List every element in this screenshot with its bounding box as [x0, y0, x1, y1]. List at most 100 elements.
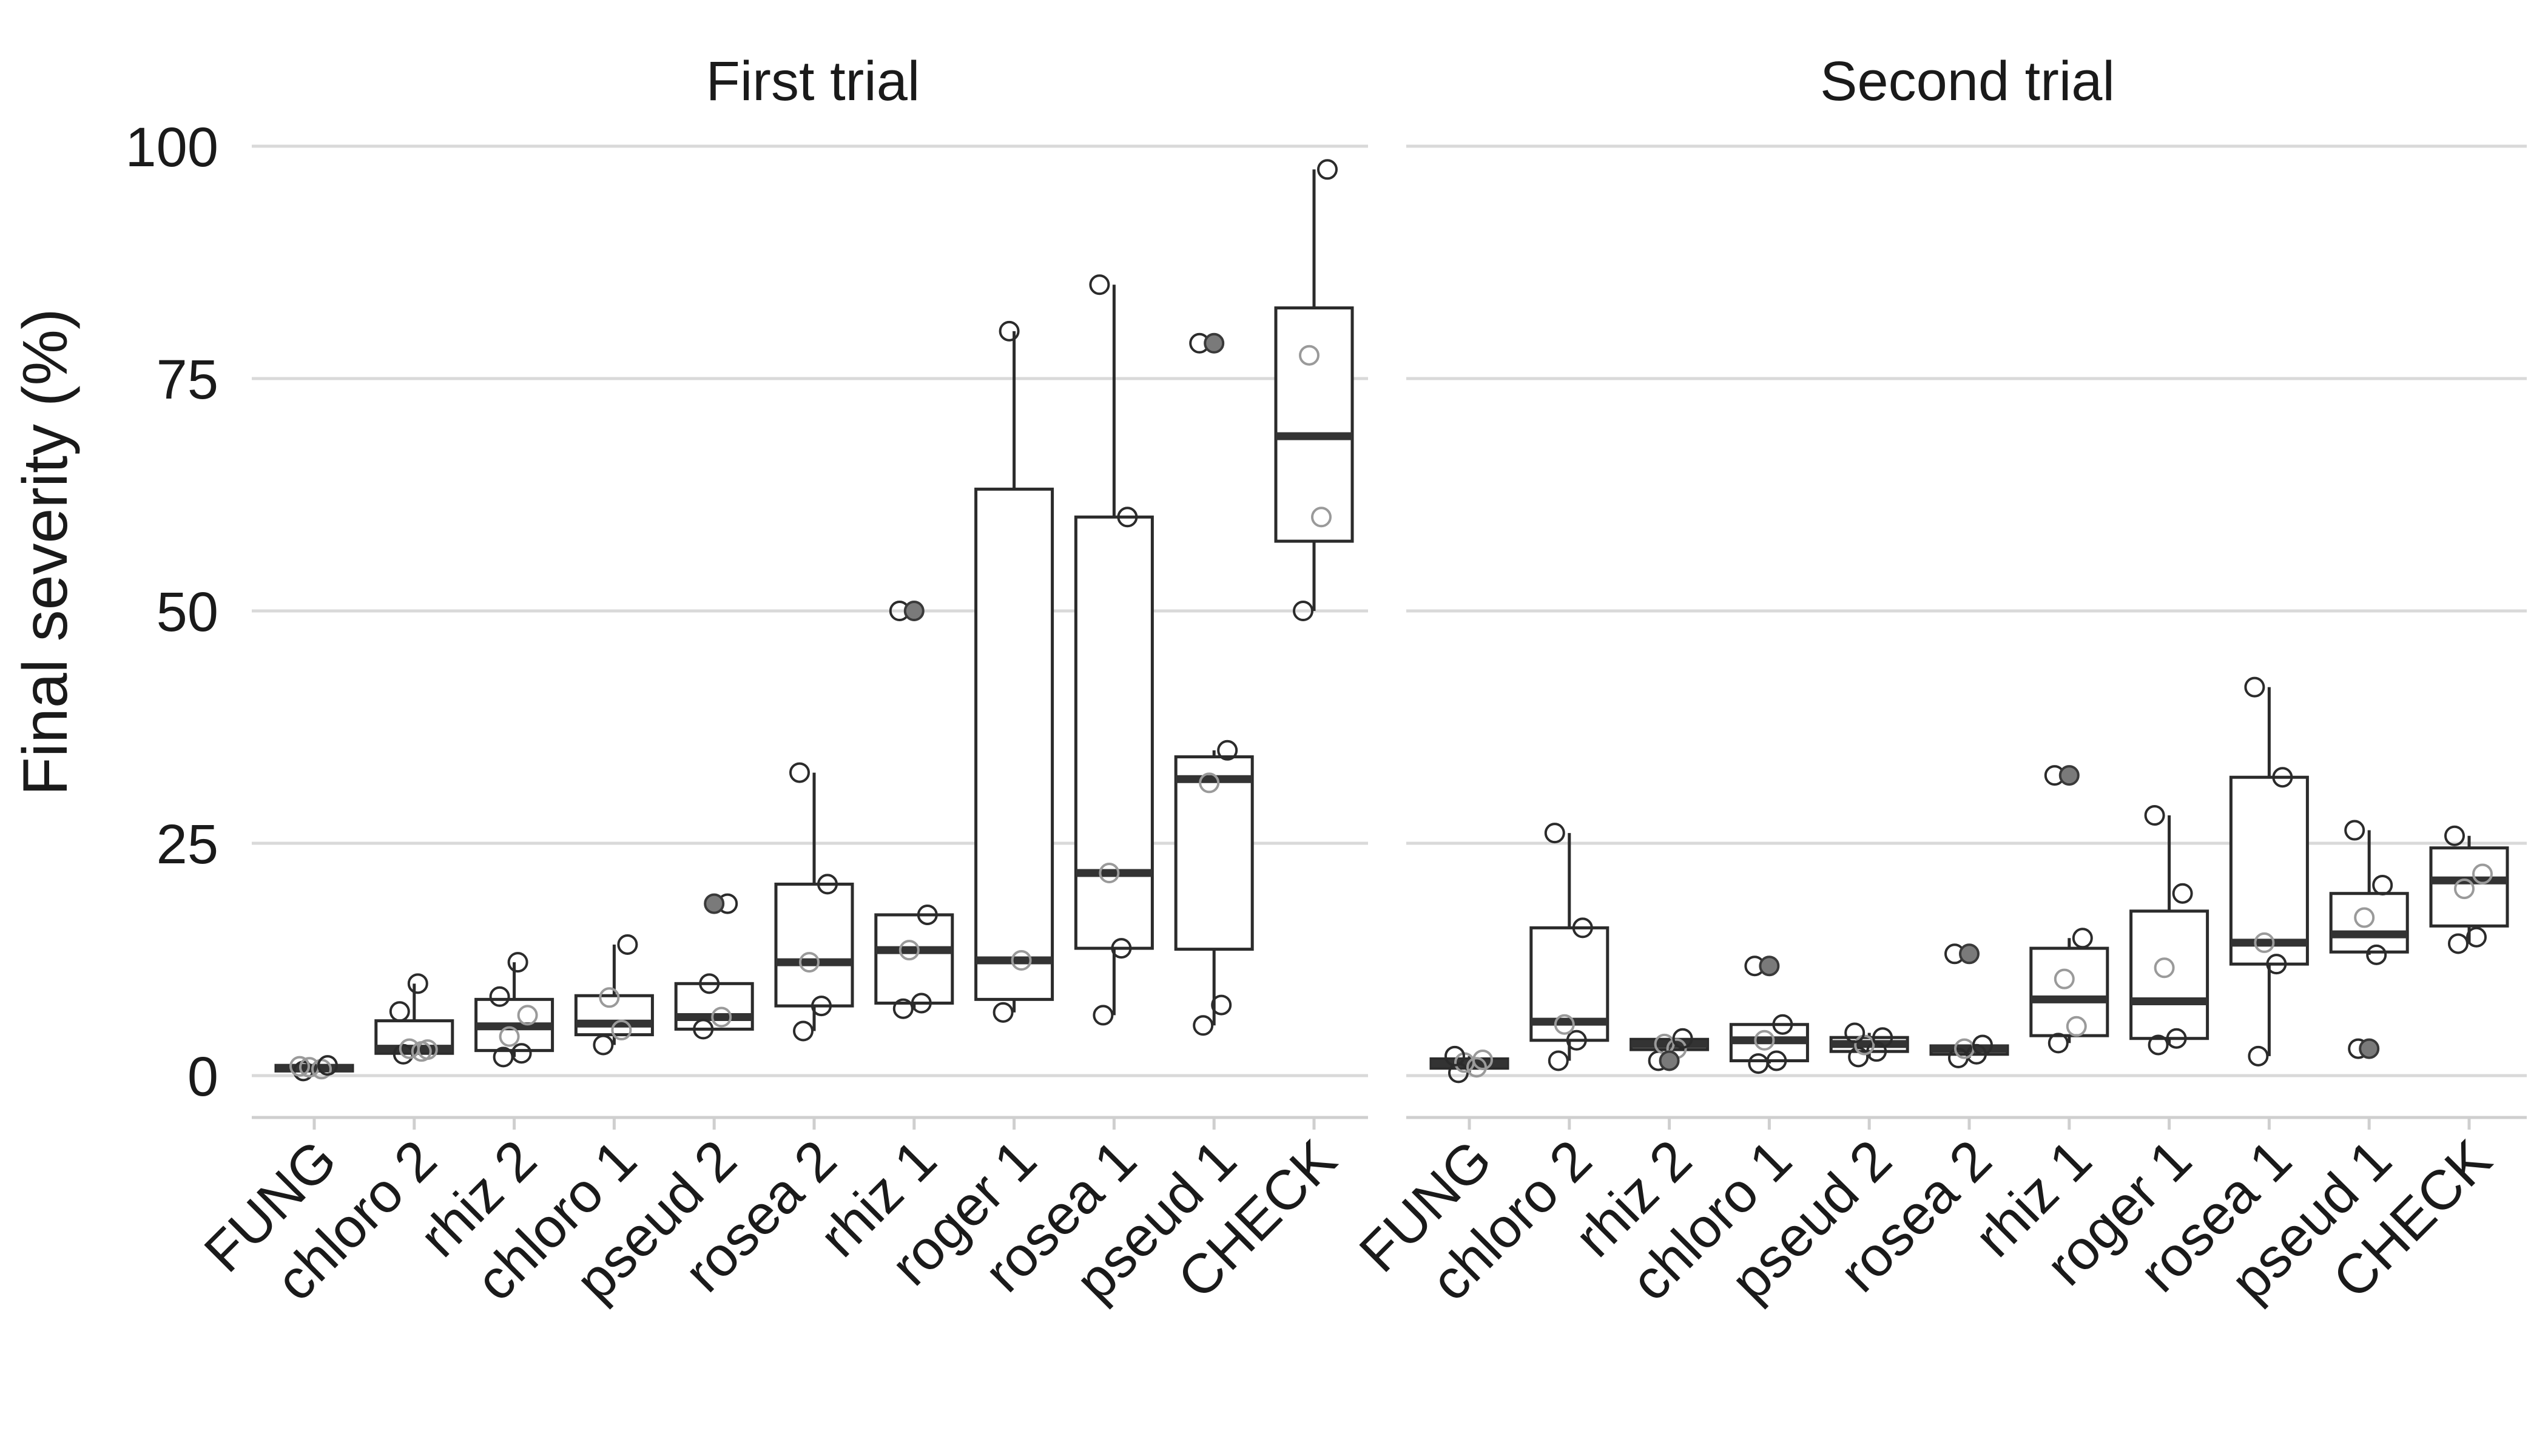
data-point — [2366, 944, 2387, 965]
data-point — [1444, 1045, 1465, 1067]
y-tick-label-75: 75 — [157, 349, 218, 411]
data-point — [1572, 917, 1593, 939]
data-point — [2244, 676, 2265, 698]
y-tick-label-0: 0 — [187, 1046, 218, 1108]
data-point — [799, 952, 820, 973]
data-point — [1199, 772, 1220, 794]
data-point — [2248, 1045, 2269, 1067]
outlier-point — [1959, 943, 1980, 965]
data-point — [407, 973, 428, 994]
data-point — [911, 993, 932, 1014]
data-point — [389, 1001, 410, 1022]
outlier-point — [2359, 1038, 2380, 1059]
data-point — [2154, 957, 2175, 979]
data-point — [599, 987, 620, 1008]
data-point — [2454, 878, 2475, 900]
data-point — [317, 1055, 338, 1076]
data-point — [1548, 1050, 1569, 1071]
data-point — [1848, 1046, 1869, 1068]
data-point — [917, 904, 938, 925]
y-tick-label-50: 50 — [157, 581, 218, 643]
data-point — [289, 1056, 310, 1077]
data-point — [1554, 1014, 1575, 1035]
data-point — [1099, 863, 1120, 884]
data-point — [2166, 1028, 2187, 1049]
box-check — [1274, 306, 1354, 543]
data-point — [2048, 1033, 2069, 1054]
data-point — [1299, 345, 1320, 366]
data-point — [2466, 926, 2487, 948]
data-point — [811, 996, 832, 1017]
data-point — [2144, 805, 2165, 826]
data-point — [1117, 507, 1138, 528]
data-point — [1766, 1050, 1787, 1071]
data-point — [1093, 1005, 1114, 1026]
data-point — [999, 320, 1020, 342]
data-point — [507, 952, 528, 973]
data-point — [793, 1020, 814, 1042]
data-point — [2272, 767, 2293, 788]
data-point — [1754, 1030, 1775, 1051]
data-point — [499, 1026, 520, 1047]
data-point — [417, 1039, 438, 1060]
outlier-point — [1204, 332, 1225, 354]
box-pseud-1 — [2329, 892, 2409, 954]
data-point — [1089, 274, 1110, 295]
data-point — [2354, 907, 2375, 928]
y-tick-label-25: 25 — [157, 814, 218, 875]
data-point — [1544, 823, 1565, 844]
data-point — [2344, 820, 2365, 841]
data-point — [611, 1019, 632, 1040]
data-point — [2066, 1016, 2087, 1037]
data-point — [1193, 1015, 1214, 1036]
box-pseud-1 — [1174, 755, 1254, 951]
data-point — [1566, 1030, 1587, 1051]
box-rosea-1 — [2229, 775, 2309, 966]
data-point — [693, 1019, 714, 1040]
data-point — [1772, 1014, 1793, 1035]
outlier-point — [903, 601, 925, 621]
box-rosea-2 — [774, 882, 854, 1008]
data-point — [1872, 1027, 1893, 1048]
y-tick-label-100: 100 — [126, 116, 219, 178]
data-point — [1217, 740, 1238, 761]
data-point — [892, 998, 914, 1019]
data-point — [1866, 1041, 1887, 1062]
data-point — [489, 986, 510, 1007]
data-point — [1972, 1034, 1993, 1056]
outlier-point — [1659, 1050, 1680, 1071]
data-point — [789, 762, 810, 783]
data-point — [2148, 1034, 2169, 1056]
data-point — [1311, 507, 1332, 528]
data-point — [993, 1002, 1014, 1023]
panel-title-first-trial: First trial — [706, 50, 920, 112]
data-point — [617, 934, 638, 955]
data-point — [2254, 932, 2275, 953]
data-point — [817, 874, 838, 895]
panel-title-second-trial: Second trial — [1820, 50, 2115, 112]
data-point — [2072, 928, 2093, 949]
data-point — [1211, 994, 1232, 1016]
data-point — [2472, 863, 2493, 885]
outlier-point — [1759, 956, 1780, 977]
data-point — [2266, 954, 2287, 975]
box-check — [2429, 846, 2509, 928]
data-point — [1317, 159, 1338, 180]
data-point — [1672, 1028, 1693, 1049]
y-axis-label: Final severity (%) — [10, 308, 81, 795]
box-rosea-1 — [1074, 515, 1154, 950]
data-point — [1293, 601, 1313, 621]
data-point — [2444, 825, 2465, 846]
data-point — [517, 1005, 538, 1026]
data-point — [711, 1006, 732, 1028]
data-point — [2448, 933, 2469, 954]
data-point — [1111, 938, 1132, 959]
data-point — [898, 940, 920, 961]
box-chloro-1 — [574, 994, 654, 1037]
outlier-point — [2058, 765, 2080, 786]
data-point — [2172, 883, 2193, 904]
data-point — [511, 1043, 532, 1064]
data-point — [1472, 1049, 1493, 1070]
